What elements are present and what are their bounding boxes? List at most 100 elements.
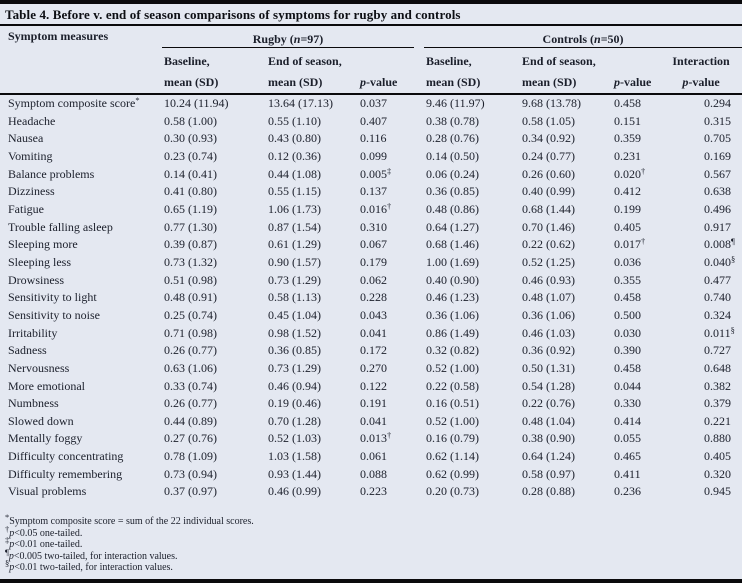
table-row: Visual problems 0.37 (0.97) 0.46 (0.99) 0.2…: [0, 483, 742, 501]
controls-baseline: 0.86 (1.49): [426, 325, 480, 340]
rugby-end: 0.90 (1.57): [268, 254, 321, 269]
rugby-baseline-header-line1: Baseline,: [164, 54, 210, 68]
controls-end: 0.36 (1.06): [522, 307, 576, 322]
table-row: Fatigue 0.65 (1.19) 1.06 (1.73) 0.016† 0.48 …: [0, 201, 742, 219]
controls-baseline: 9.46 (11.97): [426, 96, 485, 110]
controls-p: 0.199: [614, 201, 642, 216]
footnotes: *Symptom composite score = sum of the 22…: [0, 501, 742, 574]
rugby-baseline: 0.39 (0.87): [164, 237, 217, 252]
table-row: Dizziness 0.41 (0.80) 0.55 (1.15) 0.137 0.36…: [0, 183, 742, 201]
controls-baseline: 0.62 (0.99): [426, 466, 480, 481]
controls-p: 0.231: [614, 148, 642, 163]
symptom-label: Headache: [8, 113, 56, 128]
rugby-end: 0.46 (0.99): [268, 484, 321, 499]
rugby-end: 0.58 (1.13): [268, 290, 321, 305]
table-row: Sleeping more 0.39 (0.87) 0.61 (1.29) 0.067…: [0, 236, 742, 254]
p-italic: p: [9, 562, 15, 574]
rugby-group-pre: Rugby (: [252, 32, 294, 46]
symptom-label: Slowed down: [8, 413, 74, 428]
controls-p: 0.030: [614, 325, 642, 340]
rugby-p: 0.172: [360, 343, 387, 358]
rugby-baseline: 0.33 (0.74): [164, 378, 217, 393]
rugby-end: 0.43 (0.80): [268, 131, 321, 146]
p-italic: p: [9, 527, 15, 539]
gap: [414, 148, 424, 166]
interaction-p: 0.008¶: [704, 236, 735, 252]
controls-p: 0.151: [614, 113, 642, 128]
rugby-baseline: 0.41 (0.80): [164, 184, 217, 199]
rugby-baseline: 0.65 (1.19): [164, 201, 217, 216]
footnote-marker: §: [731, 253, 736, 264]
controls-end-header-line1: End of season,: [522, 54, 596, 68]
rugby-p: 0.041: [360, 413, 387, 428]
rugby-baseline: 0.77 (1.30): [164, 219, 217, 234]
controls-end: 0.54 (1.28): [522, 378, 576, 393]
interaction-p: 0.638: [704, 184, 732, 199]
controls-baseline: 0.20 (0.73): [426, 484, 480, 499]
symptom-label: Balance problems: [8, 166, 95, 181]
gap: [414, 94, 424, 113]
interaction-p: 0.496: [704, 201, 732, 216]
rugby-pvalue-header: p-value: [358, 69, 415, 95]
rugby-group-post: =97): [300, 32, 324, 46]
controls-p: 0.044: [614, 378, 642, 393]
rugby-baseline: 0.51 (0.98): [164, 272, 217, 287]
title-rule: [0, 24, 742, 26]
gap-cell: [414, 69, 425, 95]
gap: [414, 130, 424, 148]
rugby-end: 13.64 (17.13): [268, 96, 333, 110]
symptom-label: Nervousness: [8, 360, 70, 375]
controls-end: 0.28 (0.88): [522, 484, 576, 499]
controls-p: 0.390: [614, 343, 642, 358]
controls-p: 0.017†: [614, 236, 646, 252]
controls-end: 0.48 (1.04): [522, 413, 576, 428]
interaction-p: 0.324: [704, 307, 732, 322]
interaction-p: 0.740: [704, 290, 732, 305]
rugby-p: 0.037: [360, 96, 387, 110]
symptom-label: Symptom composite score*: [8, 95, 140, 110]
footnote-line: §p<0.01 two-tailed, for interaction valu…: [5, 559, 736, 574]
interaction-p: 0.917: [704, 219, 732, 234]
rugby-p: 0.062: [360, 272, 387, 287]
controls-end: 9.68 (13.78): [522, 96, 582, 110]
controls-p: 0.020†: [614, 165, 646, 181]
controls-end: 0.58 (1.05): [522, 113, 576, 128]
controls-baseline-header-line2: mean (SD): [424, 69, 521, 95]
controls-baseline: 0.14 (0.50): [426, 148, 480, 163]
rugby-end: 0.44 (1.08): [268, 166, 321, 181]
controls-end: 0.26 (0.60): [522, 166, 576, 181]
gap: [414, 378, 424, 396]
rugby-end: 0.36 (0.85): [268, 343, 321, 358]
controls-baseline: 0.28 (0.76): [426, 131, 480, 146]
rugby-end-header-line1: End of season,: [268, 54, 342, 68]
symptom-measures-label: Symptom measures: [8, 29, 109, 43]
interaction-p: 0.648: [704, 360, 732, 375]
table-row: More emotional 0.33 (0.74) 0.46 (0.94) 0.12…: [0, 378, 742, 396]
table-row: Slowed down 0.44 (0.89) 0.70 (1.28) 0.041 0.…: [0, 413, 742, 431]
controls-baseline: 0.62 (1.14): [426, 449, 480, 464]
controls-group-post: =50): [600, 32, 624, 46]
table-row: Nausea 0.30 (0.93) 0.43 (0.80) 0.116 0.28 (0…: [0, 130, 742, 148]
top-rule: [0, 0, 742, 4]
rugby-baseline: 0.25 (0.74): [164, 307, 217, 322]
controls-p: 0.458: [614, 290, 642, 305]
footnote-marker: §: [730, 324, 735, 335]
symptom-label: Sensitivity to light: [8, 290, 97, 305]
rugby-p: 0.061: [360, 449, 387, 464]
table-row: Sleeping less 0.73 (1.32) 0.90 (1.57) 0.179…: [0, 254, 742, 272]
group-header-rugby: Rugby (n=97): [162, 26, 415, 48]
gap: [414, 325, 424, 343]
interaction-p: 0.221: [704, 413, 732, 428]
controls-end: 0.48 (1.07): [522, 290, 576, 305]
controls-end: 0.40 (0.99): [522, 184, 576, 199]
symptom-label: Visual problems: [8, 484, 87, 499]
gap: [414, 466, 424, 484]
controls-end: 0.22 (0.76): [522, 396, 576, 411]
rugby-group-n: n: [293, 32, 301, 46]
symptom-label: Difficulty concentrating: [8, 449, 124, 464]
rugby-p: 0.223: [360, 484, 387, 499]
symptom-label: Mentally foggy: [8, 431, 83, 446]
footnote-marker: *: [5, 512, 10, 523]
rugby-baseline: 0.58 (1.00): [164, 113, 217, 128]
